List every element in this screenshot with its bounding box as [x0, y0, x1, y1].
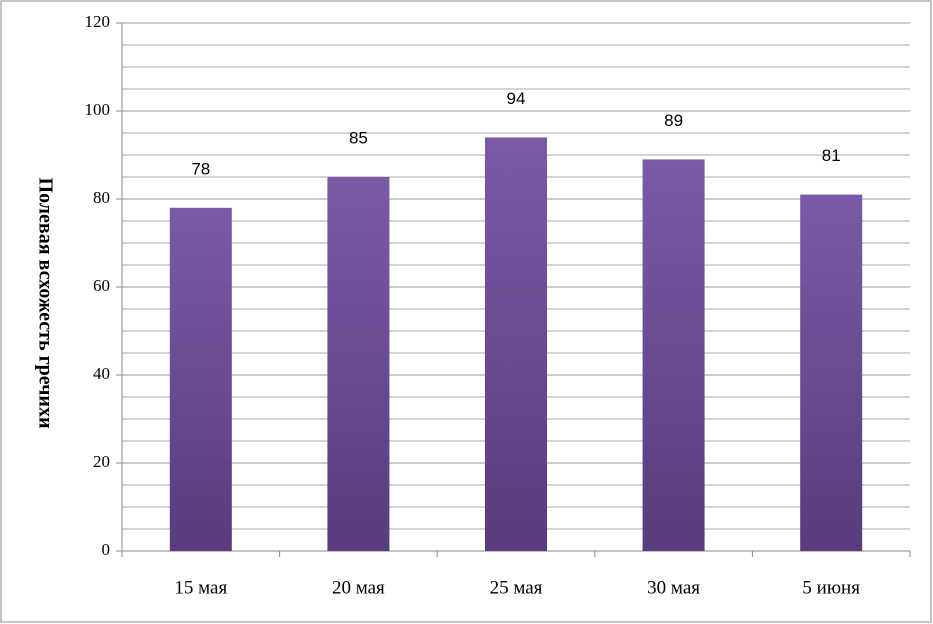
x-tick-label: 5 июня — [802, 577, 860, 598]
data-label: 85 — [349, 128, 368, 147]
data-label: 81 — [822, 146, 841, 165]
x-tick-label: 25 мая — [490, 577, 543, 598]
data-label: 94 — [507, 89, 526, 108]
bar — [327, 177, 390, 551]
y-tick-label: 0 — [102, 540, 111, 559]
bar — [800, 194, 863, 551]
y-tick-label: 120 — [85, 12, 111, 31]
y-tick-label: 60 — [93, 276, 110, 295]
y-tick-label: 20 — [93, 452, 110, 471]
y-axis-label: Полевая всхожесть гречихи — [34, 178, 56, 429]
x-tick-label: 20 мая — [332, 577, 385, 598]
x-tick-label: 15 мая — [174, 577, 227, 598]
y-tick-label: 80 — [93, 188, 110, 207]
y-tick-label: 100 — [85, 100, 111, 119]
data-label: 78 — [191, 159, 210, 178]
y-tick-label: 40 — [93, 364, 110, 383]
data-label: 89 — [664, 111, 683, 130]
x-tick-label: 30 мая — [647, 577, 700, 598]
bar — [642, 159, 705, 551]
bar — [169, 207, 232, 552]
bar — [485, 137, 547, 551]
